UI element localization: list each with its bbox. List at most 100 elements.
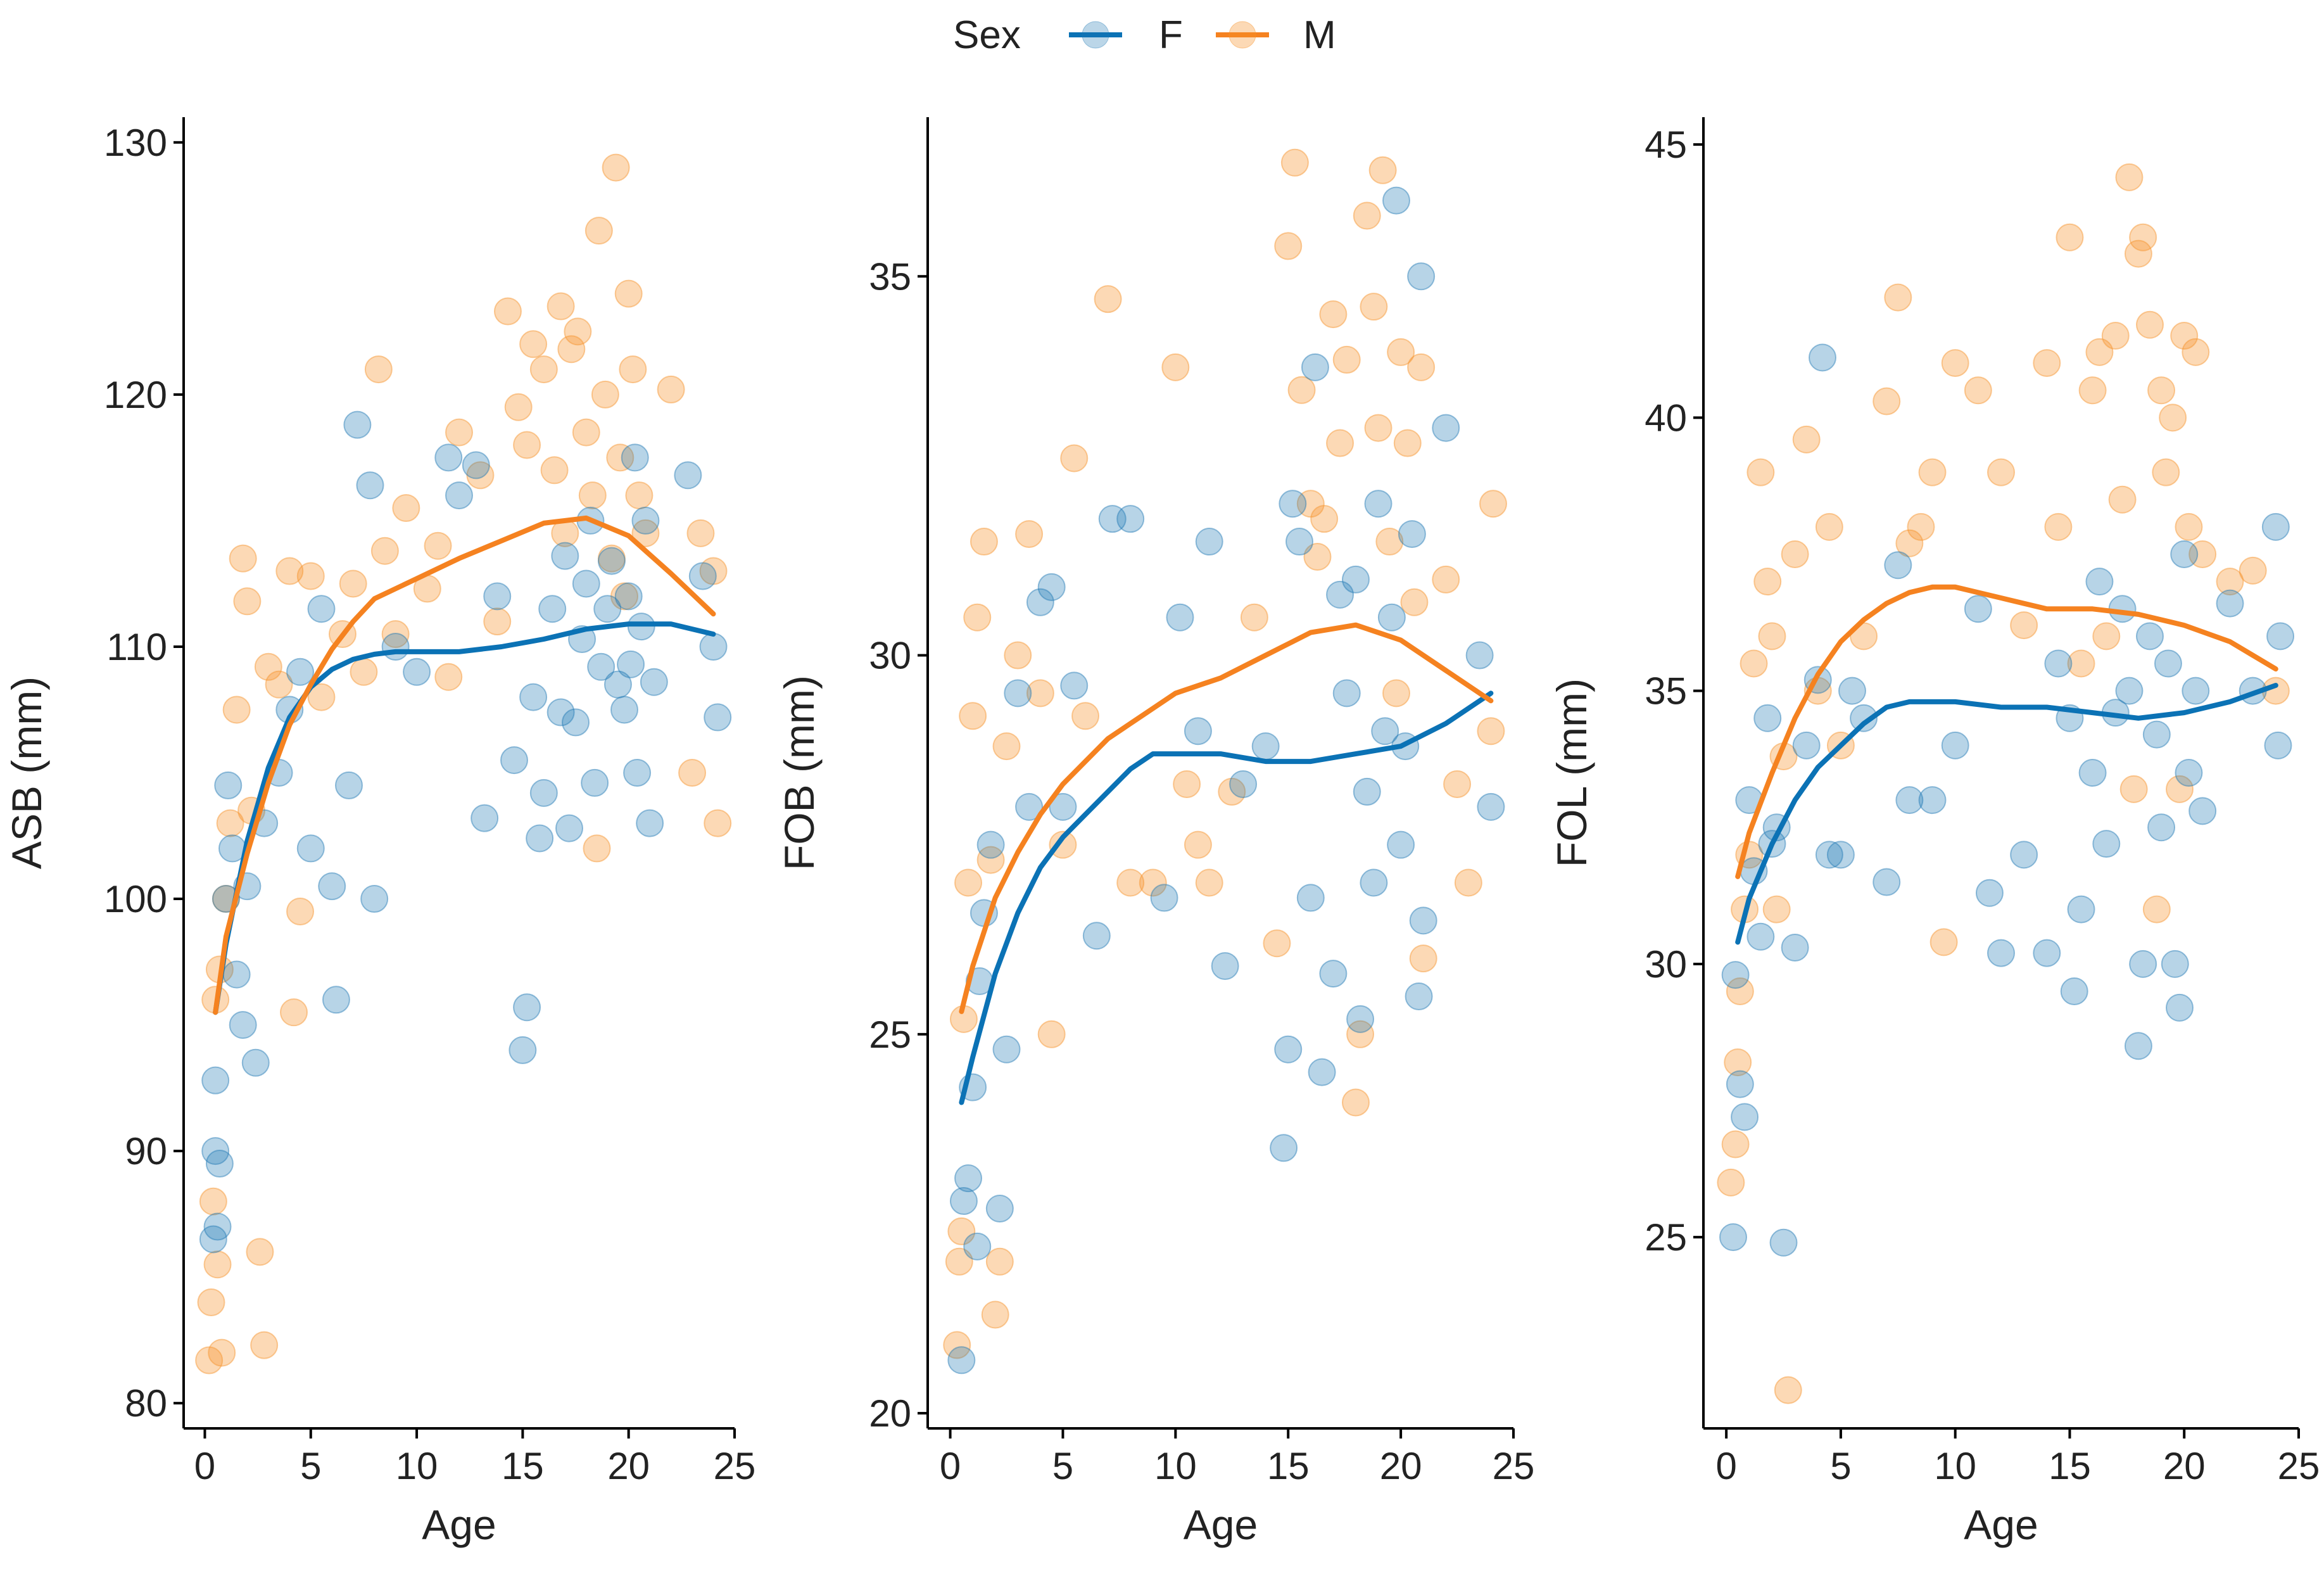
fob-point-f: [1364, 490, 1393, 518]
fob-point-m: [1296, 490, 1325, 518]
fol-point-m: [1884, 283, 1912, 312]
fob-point-m: [959, 702, 987, 730]
fob-y-tick-label: 20: [869, 1392, 911, 1435]
fob-point-f: [1098, 505, 1127, 533]
fol-point-m: [1758, 622, 1786, 651]
asb-point-f: [307, 595, 336, 623]
asb-point-f: [631, 506, 660, 535]
fob-point-m: [1387, 338, 1415, 366]
asb-point-f: [546, 698, 575, 727]
fob-point-m: [1393, 429, 1422, 457]
fob-x-tick-label: 20: [1380, 1445, 1422, 1487]
fol-point-m: [2078, 376, 2107, 405]
fob-point-f: [992, 1035, 1021, 1064]
asb-point-f: [222, 960, 251, 989]
fol-point-m: [1726, 977, 1754, 1005]
asb-point-m: [434, 663, 463, 691]
asb-point-f: [318, 872, 346, 901]
asb-point-m: [233, 587, 262, 616]
fob-point-m: [1303, 542, 1332, 571]
fol-smooth-line-m: [1735, 584, 2278, 879]
fob-y-tick-label: 25: [869, 1013, 911, 1056]
asb-x-tick-label: 25: [714, 1445, 756, 1487]
asb-point-m: [602, 153, 630, 182]
fob-point-m: [1375, 528, 1404, 556]
fol-point-f: [1838, 676, 1866, 705]
fol-point-m: [2216, 568, 2244, 596]
fol-point-f: [1918, 786, 1947, 815]
fob-point-f: [1251, 732, 1280, 761]
asb-point-m: [513, 431, 541, 459]
asb-point-f: [603, 670, 632, 699]
asb-point-m: [199, 1187, 227, 1216]
asb-point-m: [246, 1238, 274, 1266]
fol-point-m: [2129, 223, 2157, 251]
fob-point-m: [1139, 868, 1167, 897]
fob-point-f: [1377, 603, 1406, 632]
fol-y-tick-label: 35: [1645, 670, 1687, 713]
fob-y-axis-title: FOB (mm): [776, 675, 823, 870]
fol-x-tick-label: 5: [1830, 1445, 1851, 1487]
fob-point-f: [976, 830, 1005, 859]
asb-x-axis-title: Age: [422, 1501, 496, 1548]
fob-point-f: [1360, 868, 1388, 897]
fob-point-m: [1346, 1020, 1375, 1048]
fob-x-tick-label: 5: [1052, 1445, 1073, 1487]
fob-point-m: [1161, 353, 1190, 381]
fol-point-f: [2154, 649, 2182, 678]
fob-point-m: [1443, 770, 1472, 798]
fol-point-m: [2108, 485, 2137, 514]
fob-point-f: [1184, 717, 1212, 746]
asb-point-m: [610, 582, 638, 611]
fob-point-f: [1060, 671, 1089, 700]
asb-point-m: [619, 355, 647, 384]
fob-point-m: [1218, 777, 1246, 806]
asb-point-f: [519, 683, 548, 711]
asb-point-f: [610, 696, 638, 724]
asb-point-m: [392, 494, 420, 523]
fob-point-f: [1150, 884, 1178, 912]
fob-point-m: [1368, 156, 1397, 184]
asb-point-f: [508, 1036, 537, 1064]
asb-point-m: [504, 393, 533, 421]
fol-point-m: [2101, 322, 2130, 350]
fol-point-m: [2044, 512, 2073, 541]
asb-point-f: [572, 569, 600, 598]
asb-point-m: [678, 759, 707, 787]
asb-point-m: [307, 683, 336, 711]
asb-point-m: [686, 519, 715, 547]
fol-point-m: [1929, 928, 1958, 956]
asb-point-m: [625, 481, 654, 510]
asb-point-f: [621, 443, 649, 472]
fob-point-m: [1310, 505, 1339, 533]
asb-point-f: [538, 595, 567, 623]
fob-point-m: [1287, 376, 1316, 404]
asb-point-m: [370, 537, 399, 565]
asb-point-m: [572, 418, 600, 447]
panel-asb: 80 90 100 110 120 130 0 5 10 15 20 25 Age ASB (mm): [3, 117, 755, 1548]
fob-point-m: [1060, 444, 1089, 473]
fob-x-tick-label: 0: [940, 1445, 961, 1487]
fob-point-f: [947, 1346, 976, 1375]
asb-point-m: [546, 292, 575, 321]
fol-point-f: [2170, 540, 2199, 568]
fol-point-m: [1895, 529, 1924, 557]
fob-point-m: [1094, 285, 1122, 314]
fob-point-m: [1382, 679, 1410, 708]
fol-point-m: [1918, 458, 1947, 486]
fol-point-f: [1895, 786, 1924, 815]
fol-smooth-line-f: [1735, 683, 2278, 945]
fol-point-f: [2078, 759, 2107, 787]
fob-point-m: [1026, 679, 1054, 708]
asb-y-tick-label: 110: [106, 626, 167, 668]
asb-point-m: [606, 443, 635, 472]
fob-point-m: [1319, 300, 1348, 329]
fol-point-m: [2175, 512, 2203, 541]
fob-point-f: [1301, 353, 1329, 381]
fob-point-f: [985, 1195, 1014, 1223]
asb-point-f: [343, 410, 372, 439]
fob-point-m: [969, 528, 998, 556]
legend-title: Sex: [953, 13, 1021, 57]
asb-point-m: [275, 557, 304, 585]
